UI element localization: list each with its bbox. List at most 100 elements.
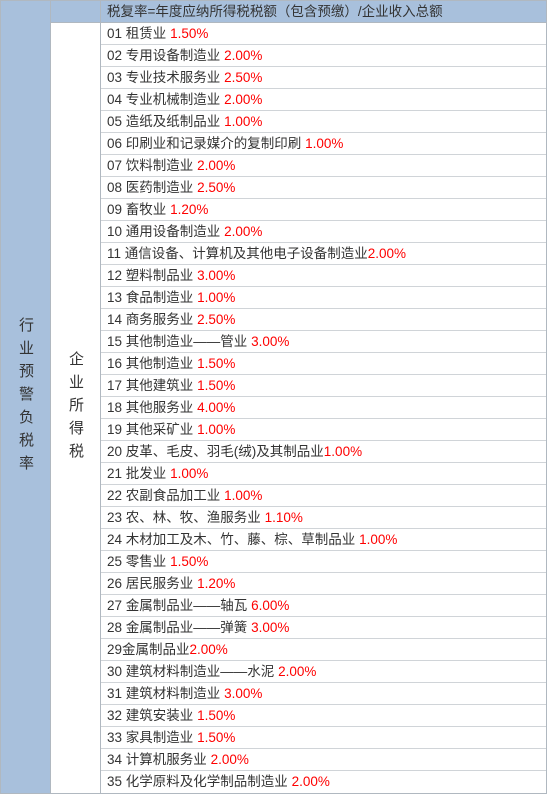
row-label: 专业技术服务业: [126, 70, 221, 85]
row-label: 畜牧业: [126, 202, 167, 217]
row-label: 金属制品业——弹簧: [126, 620, 248, 635]
left-header-cell: 行业预警负税率: [1, 1, 51, 793]
row-percentage: 2.00%: [190, 642, 228, 657]
row-number: 17: [107, 378, 122, 393]
row-label: 其他采矿业: [126, 422, 194, 437]
row-number: 03: [107, 70, 122, 85]
row-number: 04: [107, 92, 122, 107]
row-percentage: 2.00%: [292, 774, 330, 789]
row-label: 食品制造业: [126, 290, 194, 305]
row-label: 通信设备、计算机及其他电子设备制造业: [125, 246, 368, 261]
row-percentage: 2.00%: [224, 92, 262, 107]
row-number: 09: [107, 202, 122, 217]
table-row: 04 专业机械制造业 2.00%: [101, 89, 546, 111]
row-number: 06: [107, 136, 122, 151]
table-row: 31 建筑材料制造业 3.00%: [101, 683, 546, 705]
mid-header-blank: [51, 1, 100, 23]
row-label: 塑料制品业: [126, 268, 194, 283]
table-row: 27 金属制品业——轴瓦 6.00%: [101, 595, 546, 617]
row-percentage: 6.00%: [251, 598, 289, 613]
tax-rate-table: 行业预警负税率 企业所得税 税复率=年度应纳所得税税额（包含预缴）/企业收入总额…: [0, 0, 547, 794]
row-number: 30: [107, 664, 122, 679]
row-percentage: 2.50%: [224, 70, 262, 85]
row-percentage: 1.00%: [170, 466, 208, 481]
table-row: 28 金属制品业——弹簧 3.00%: [101, 617, 546, 639]
row-percentage: 2.50%: [197, 180, 235, 195]
row-percentage: 4.00%: [197, 400, 235, 415]
rows-container: 01 租赁业 1.50%02 专用设备制造业 2.00%03 专业技术服务业 2…: [101, 23, 546, 793]
row-percentage: 3.00%: [197, 268, 235, 283]
row-number: 29: [107, 642, 122, 657]
row-percentage: 2.00%: [278, 664, 316, 679]
row-number: 05: [107, 114, 122, 129]
row-number: 11: [107, 246, 121, 261]
row-percentage: 1.00%: [197, 422, 235, 437]
row-number: 15: [107, 334, 122, 349]
right-column: 税复率=年度应纳所得税税额（包含预缴）/企业收入总额 01 租赁业 1.50%0…: [101, 1, 546, 793]
row-percentage: 2.00%: [368, 246, 406, 261]
row-label: 其他制造业: [126, 356, 194, 371]
row-label: 其他服务业: [126, 400, 194, 415]
row-number: 12: [107, 268, 122, 283]
left-vertical-label: 行业预警负税率: [15, 317, 36, 478]
row-number: 08: [107, 180, 122, 195]
row-label: 金属制品业——轴瓦: [126, 598, 248, 613]
table-row: 22 农副食品加工业 1.00%: [101, 485, 546, 507]
row-number: 32: [107, 708, 122, 723]
row-label: 皮革、毛皮、羽毛(绒)及其制品业: [126, 444, 324, 459]
row-label: 木材加工及木、竹、藤、棕、草制品业: [126, 532, 356, 547]
row-percentage: 3.00%: [224, 686, 262, 701]
row-number: 31: [107, 686, 122, 701]
row-percentage: 2.50%: [197, 312, 235, 327]
table-row: 24 木材加工及木、竹、藤、棕、草制品业 1.00%: [101, 529, 546, 551]
mid-body-cell: 企业所得税: [51, 23, 100, 793]
row-percentage: 1.00%: [224, 114, 262, 129]
row-percentage: 1.50%: [170, 26, 208, 41]
row-label: 批发业: [126, 466, 167, 481]
row-number: 23: [107, 510, 122, 525]
row-percentage: 3.00%: [251, 334, 289, 349]
row-percentage: 1.00%: [224, 488, 262, 503]
row-percentage: 1.50%: [197, 356, 235, 371]
row-number: 02: [107, 48, 122, 63]
row-label: 建筑安装业: [126, 708, 194, 723]
row-percentage: 1.00%: [324, 444, 362, 459]
table-row: 20 皮革、毛皮、羽毛(绒)及其制品业1.00%: [101, 441, 546, 463]
table-row: 19 其他采矿业 1.00%: [101, 419, 546, 441]
table-row: 03 专业技术服务业 2.50%: [101, 67, 546, 89]
row-number: 25: [107, 554, 122, 569]
row-label: 专用设备制造业: [126, 48, 221, 63]
row-number: 33: [107, 730, 122, 745]
row-percentage: 1.00%: [197, 290, 235, 305]
row-percentage: 1.20%: [170, 202, 208, 217]
row-label: 商务服务业: [126, 312, 194, 327]
table-row: 18 其他服务业 4.00%: [101, 397, 546, 419]
row-label: 农、林、牧、渔服务业: [126, 510, 261, 525]
row-number: 26: [107, 576, 122, 591]
table-row: 23 农、林、牧、渔服务业 1.10%: [101, 507, 546, 529]
row-number: 13: [107, 290, 122, 305]
row-number: 24: [107, 532, 122, 547]
table-row: 12 塑料制品业 3.00%: [101, 265, 546, 287]
row-label: 医药制造业: [126, 180, 194, 195]
row-label: 计算机服务业: [126, 752, 207, 767]
row-label: 其他制造业——管业: [126, 334, 248, 349]
row-percentage: 1.50%: [197, 730, 235, 745]
table-row: 15 其他制造业——管业 3.00%: [101, 331, 546, 353]
table-row: 07 饮料制造业 2.00%: [101, 155, 546, 177]
table-row: 30 建筑材料制造业——水泥 2.00%: [101, 661, 546, 683]
row-label: 零售业: [126, 554, 167, 569]
table-row: 16 其他制造业 1.50%: [101, 353, 546, 375]
row-percentage: 1.20%: [197, 576, 235, 591]
row-number: 10: [107, 224, 122, 239]
row-label: 专业机械制造业: [126, 92, 221, 107]
table-row: 35 化学原料及化学制品制造业 2.00%: [101, 771, 546, 793]
row-number: 16: [107, 356, 122, 371]
row-number: 01: [107, 26, 122, 41]
table-row: 09 畜牧业 1.20%: [101, 199, 546, 221]
formula-header: 税复率=年度应纳所得税税额（包含预缴）/企业收入总额: [101, 1, 546, 23]
row-number: 07: [107, 158, 122, 173]
row-label: 印刷业和记录媒介的复制印刷: [126, 136, 302, 151]
table-row: 25 零售业 1.50%: [101, 551, 546, 573]
row-label: 金属制品业: [122, 642, 190, 657]
